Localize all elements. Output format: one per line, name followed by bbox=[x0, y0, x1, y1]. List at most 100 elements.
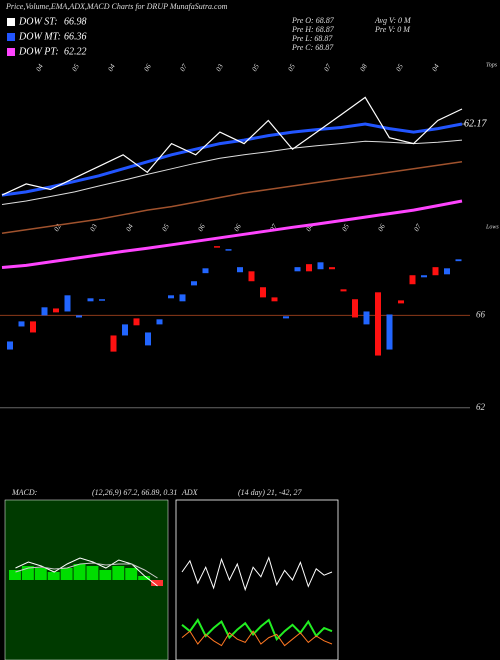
candle bbox=[87, 298, 94, 302]
histogram-bar bbox=[9, 570, 21, 580]
panel-subtitle: (14 day) 21, -42, 27 bbox=[238, 488, 303, 497]
histogram-bar bbox=[86, 566, 99, 580]
date-label: 05 bbox=[394, 62, 405, 72]
stat: Pre L: 68.87 bbox=[291, 34, 333, 43]
candle bbox=[76, 315, 82, 318]
line-series bbox=[1, 139, 463, 205]
date-label: 04 bbox=[124, 222, 135, 232]
date-label: 07 bbox=[178, 62, 189, 72]
candle bbox=[317, 262, 324, 270]
candle bbox=[18, 321, 25, 327]
candle bbox=[53, 308, 59, 313]
legend-label: DOW ST: bbox=[18, 16, 58, 27]
candle bbox=[168, 295, 174, 299]
line-series bbox=[1, 122, 463, 197]
candle bbox=[340, 289, 347, 292]
candle bbox=[398, 300, 404, 304]
candle bbox=[421, 275, 427, 278]
candle bbox=[191, 281, 197, 286]
date-label: 07 bbox=[412, 222, 423, 232]
candle bbox=[352, 299, 358, 318]
line-series bbox=[1, 199, 463, 269]
candle bbox=[283, 316, 289, 319]
panel bbox=[175, 499, 339, 660]
line-series bbox=[1, 96, 463, 196]
candle bbox=[271, 297, 278, 302]
histogram-bar bbox=[138, 576, 151, 580]
histogram-bar bbox=[73, 564, 86, 580]
candle bbox=[386, 314, 393, 350]
date-label: 07 bbox=[322, 62, 333, 72]
histogram-bar bbox=[34, 568, 47, 580]
candle bbox=[225, 249, 232, 251]
histogram-bar bbox=[151, 580, 163, 586]
macd-line bbox=[15, 557, 158, 587]
stat: Pre O: 68.87 bbox=[291, 16, 335, 25]
date-label: 06 bbox=[376, 222, 387, 232]
date-label: 05 bbox=[250, 62, 261, 72]
stat: Avg V: 0 M bbox=[374, 16, 412, 25]
date-label: 08 bbox=[358, 62, 369, 72]
candle bbox=[237, 267, 243, 273]
date-label: 03 bbox=[214, 62, 225, 72]
date-label: 04 bbox=[34, 62, 45, 72]
adx-line bbox=[181, 556, 333, 592]
legend-value: 66.36 bbox=[64, 31, 87, 42]
adx-line bbox=[181, 630, 333, 647]
candle bbox=[363, 311, 370, 325]
stat: Pre C: 68.87 bbox=[291, 43, 334, 52]
date-label: 07 bbox=[268, 222, 279, 232]
candle bbox=[306, 264, 312, 272]
candle bbox=[30, 321, 36, 333]
legend-label: DOW MT: bbox=[18, 31, 61, 42]
panel-title: MACD: bbox=[11, 488, 38, 497]
candle bbox=[432, 267, 439, 276]
date-label: 06 bbox=[142, 62, 153, 72]
panel-title: ADX bbox=[181, 488, 199, 497]
legend-value: 66.98 bbox=[64, 16, 87, 27]
candle bbox=[64, 295, 71, 312]
date-label: 05 bbox=[340, 222, 351, 232]
side-label: Tops bbox=[486, 62, 498, 68]
candle bbox=[156, 319, 163, 325]
date-label: 04 bbox=[430, 62, 441, 72]
histogram-bar bbox=[47, 572, 60, 580]
date-label: 04 bbox=[106, 62, 117, 72]
date-label: 05 bbox=[160, 222, 171, 232]
histogram-bar bbox=[60, 568, 73, 580]
candle bbox=[409, 275, 416, 285]
candle bbox=[110, 335, 117, 352]
adx-line bbox=[181, 618, 333, 641]
legend-swatch bbox=[7, 18, 15, 26]
y-tick-label: 62 bbox=[476, 402, 486, 412]
candle bbox=[7, 341, 13, 350]
candle bbox=[145, 332, 151, 346]
histogram-bar bbox=[125, 568, 138, 580]
page-title: Price,Volume,EMA,ADX,MACD Charts for DRU… bbox=[5, 2, 228, 11]
candle bbox=[329, 267, 335, 270]
candle bbox=[260, 287, 266, 298]
date-label: 04 bbox=[304, 222, 315, 232]
legend-label: DOW PT: bbox=[18, 46, 59, 57]
date-label: 02 bbox=[52, 222, 63, 232]
candle bbox=[202, 268, 209, 274]
histogram-bar bbox=[21, 566, 34, 580]
candle bbox=[214, 246, 220, 248]
date-label: 05 bbox=[286, 62, 297, 72]
stat: Pre H: 68.87 bbox=[291, 25, 335, 34]
candle bbox=[133, 318, 140, 326]
legend-swatch bbox=[7, 48, 15, 56]
side-label: Lows bbox=[485, 224, 499, 230]
histogram-bar bbox=[99, 570, 112, 580]
macd-line bbox=[15, 562, 158, 579]
histogram-bar bbox=[112, 566, 125, 580]
line-series bbox=[1, 161, 463, 234]
candle bbox=[375, 292, 381, 356]
candle bbox=[41, 307, 48, 316]
legend-value: 62.22 bbox=[64, 46, 87, 57]
y-tick-label: 66 bbox=[476, 309, 486, 319]
candle bbox=[248, 271, 255, 282]
stat: Pre V: 0 M bbox=[374, 25, 411, 34]
